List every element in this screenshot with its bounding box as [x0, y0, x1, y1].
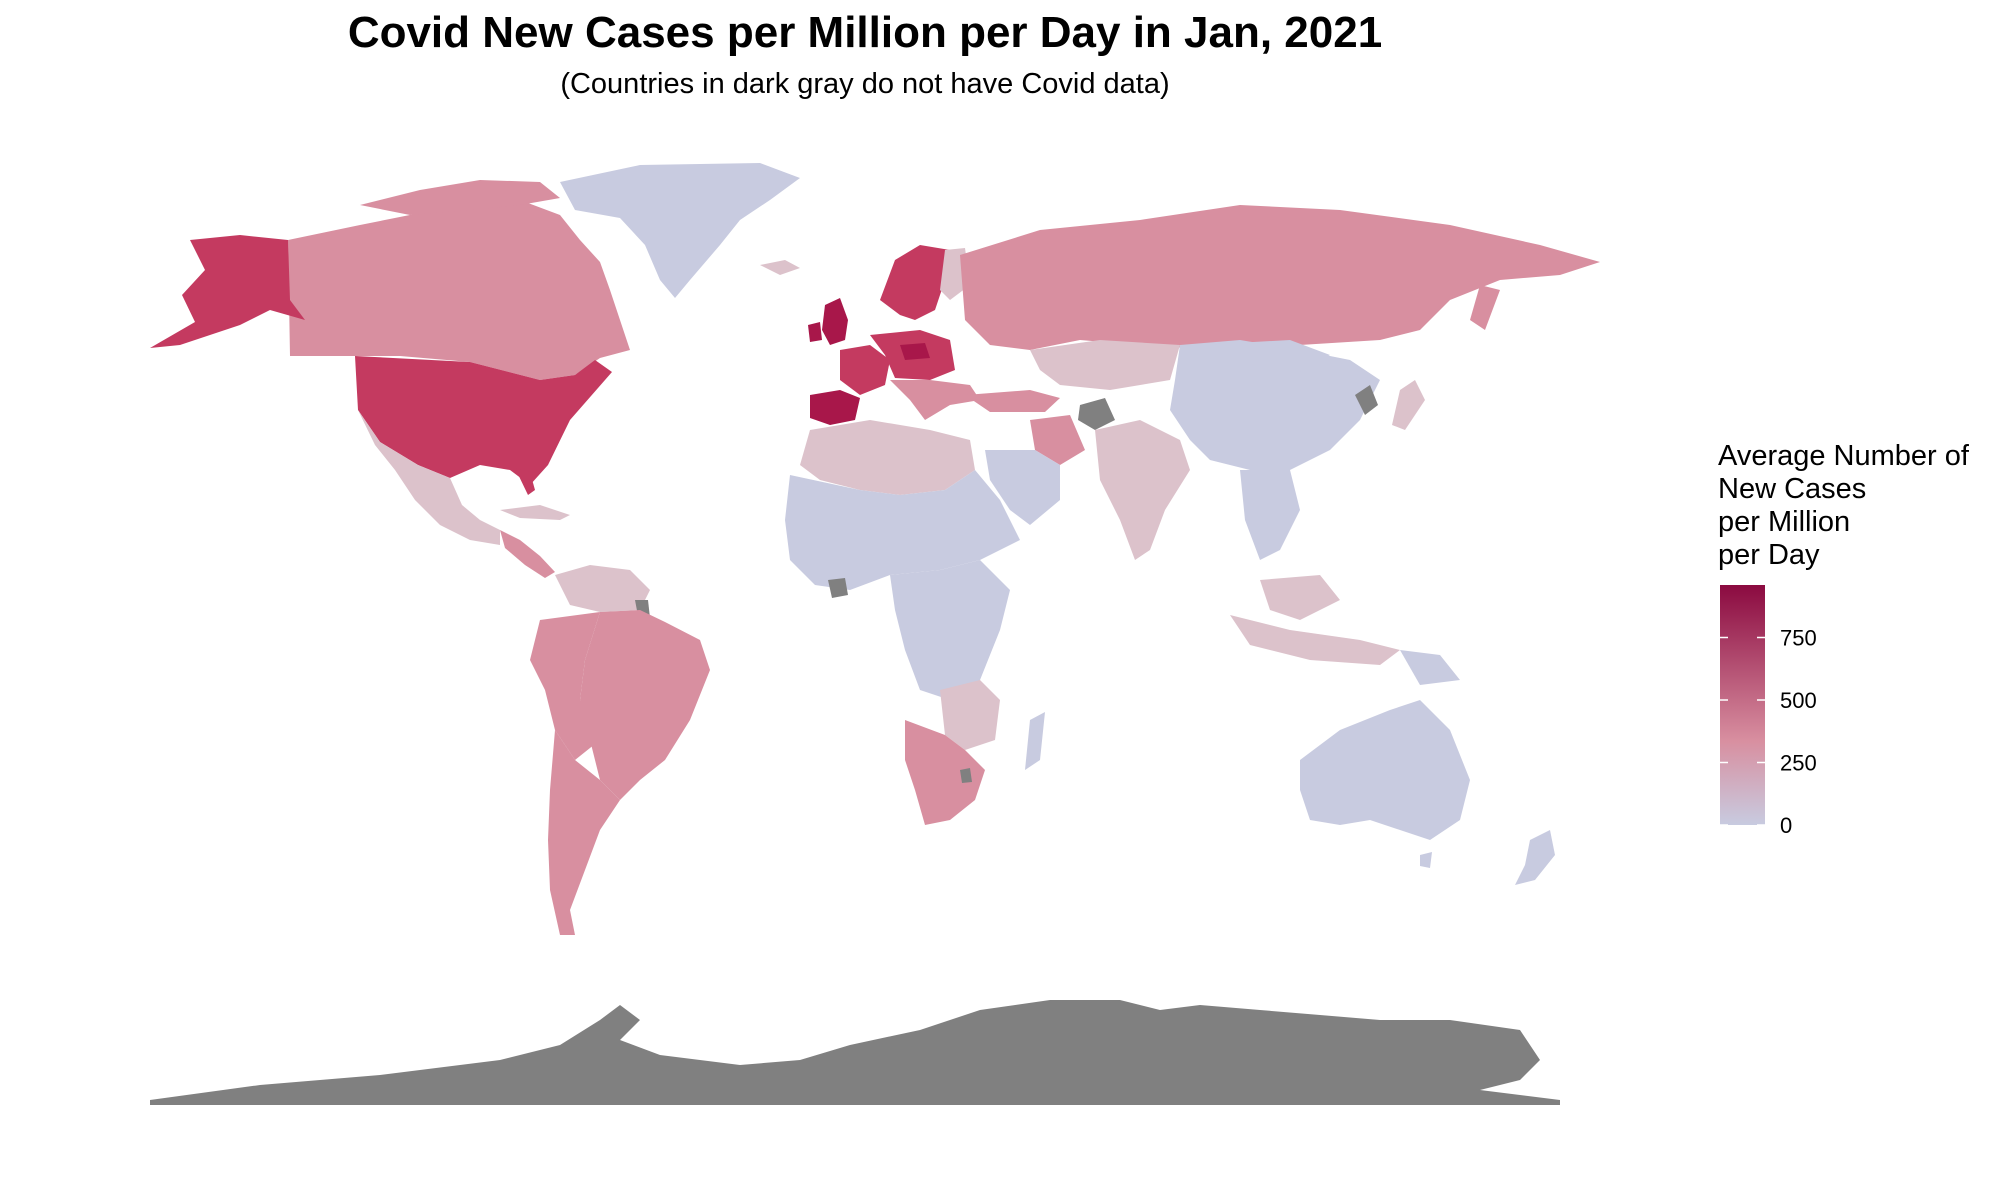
- region-turkey: [965, 390, 1060, 412]
- region-central-africa: [890, 560, 1010, 700]
- region-alaska: [150, 235, 305, 348]
- region-tasmania: [1420, 852, 1432, 868]
- map-subtitle: (Countries in dark gray do not have Covi…: [560, 68, 1170, 100]
- region-kazakhstan: [1030, 340, 1180, 390]
- legend-tick-label: 0: [1780, 813, 1792, 838]
- legend-tick-label: 250: [1780, 751, 1817, 776]
- region-scandinavia: [880, 245, 950, 320]
- colorbar-gradient: [1720, 585, 1765, 825]
- region-spain-portugal: [810, 390, 860, 425]
- region-cote-divoire: [828, 578, 848, 598]
- legend-title-line: per Million: [1718, 506, 1851, 538]
- region-mexico: [358, 410, 500, 545]
- region-cuba: [500, 505, 570, 520]
- legend-tick-label: 750: [1780, 626, 1817, 651]
- region-east-africa-mid: [940, 680, 1000, 750]
- region-russia: [960, 205, 1600, 350]
- region-north-africa: [800, 420, 975, 495]
- region-papua: [1400, 650, 1460, 685]
- map-title: Covid New Cases per Million per Day in J…: [347, 8, 1383, 57]
- region-china: [1170, 340, 1380, 470]
- region-antarctica: [150, 1000, 1560, 1105]
- region-uk: [822, 298, 848, 345]
- region-ireland: [808, 322, 822, 342]
- region-france: [840, 345, 890, 395]
- region-peru-bolivia: [530, 612, 600, 760]
- region-chile-argentina: [548, 730, 620, 935]
- region-greenland: [560, 163, 800, 298]
- region-arabia: [985, 450, 1060, 525]
- region-czechia: [900, 343, 930, 360]
- region-italy-balkans: [890, 380, 980, 420]
- region-brazil: [580, 610, 710, 800]
- legend-title-line: Average Number of: [1718, 440, 1969, 472]
- region-usa: [355, 356, 612, 485]
- region-southeast-asia: [1240, 470, 1300, 560]
- region-colombia-venezuela: [555, 565, 650, 612]
- region-southern-africa: [905, 720, 985, 825]
- region-central-america: [500, 530, 555, 578]
- region-iran: [1030, 415, 1085, 465]
- region-lesotho-eswatini: [960, 768, 972, 783]
- legend-title: Average Number of New Cases per Million …: [1718, 440, 1998, 572]
- region-iceland: [760, 260, 800, 275]
- region-australia: [1300, 700, 1470, 840]
- color-legend: Average Number of New Cases per Million …: [1718, 440, 1998, 840]
- legend-title-line: per Day: [1718, 539, 1820, 571]
- region-florida: [515, 468, 535, 495]
- region-canada-arctic: [360, 180, 560, 215]
- region-mongolia: [1200, 340, 1330, 375]
- region-indonesia: [1230, 615, 1400, 665]
- legend-colorbar: 0 250 500 750: [1720, 585, 1817, 838]
- region-north-korea: [1355, 385, 1378, 415]
- region-new-zealand: [1515, 830, 1555, 885]
- region-canada: [288, 200, 630, 380]
- region-india: [1095, 420, 1190, 560]
- world-choropleth-map: [150, 163, 1600, 1105]
- region-afghanistan: [1078, 398, 1115, 430]
- region-sahel-west-africa: [785, 470, 1020, 590]
- region-kamchatka: [1470, 285, 1500, 330]
- region-madagascar: [1025, 712, 1045, 770]
- legend-tick-label: 500: [1780, 688, 1817, 713]
- region-japan: [1392, 380, 1425, 430]
- legend-title-line: New Cases: [1718, 473, 1867, 505]
- region-malaysia-philippines: [1260, 575, 1340, 620]
